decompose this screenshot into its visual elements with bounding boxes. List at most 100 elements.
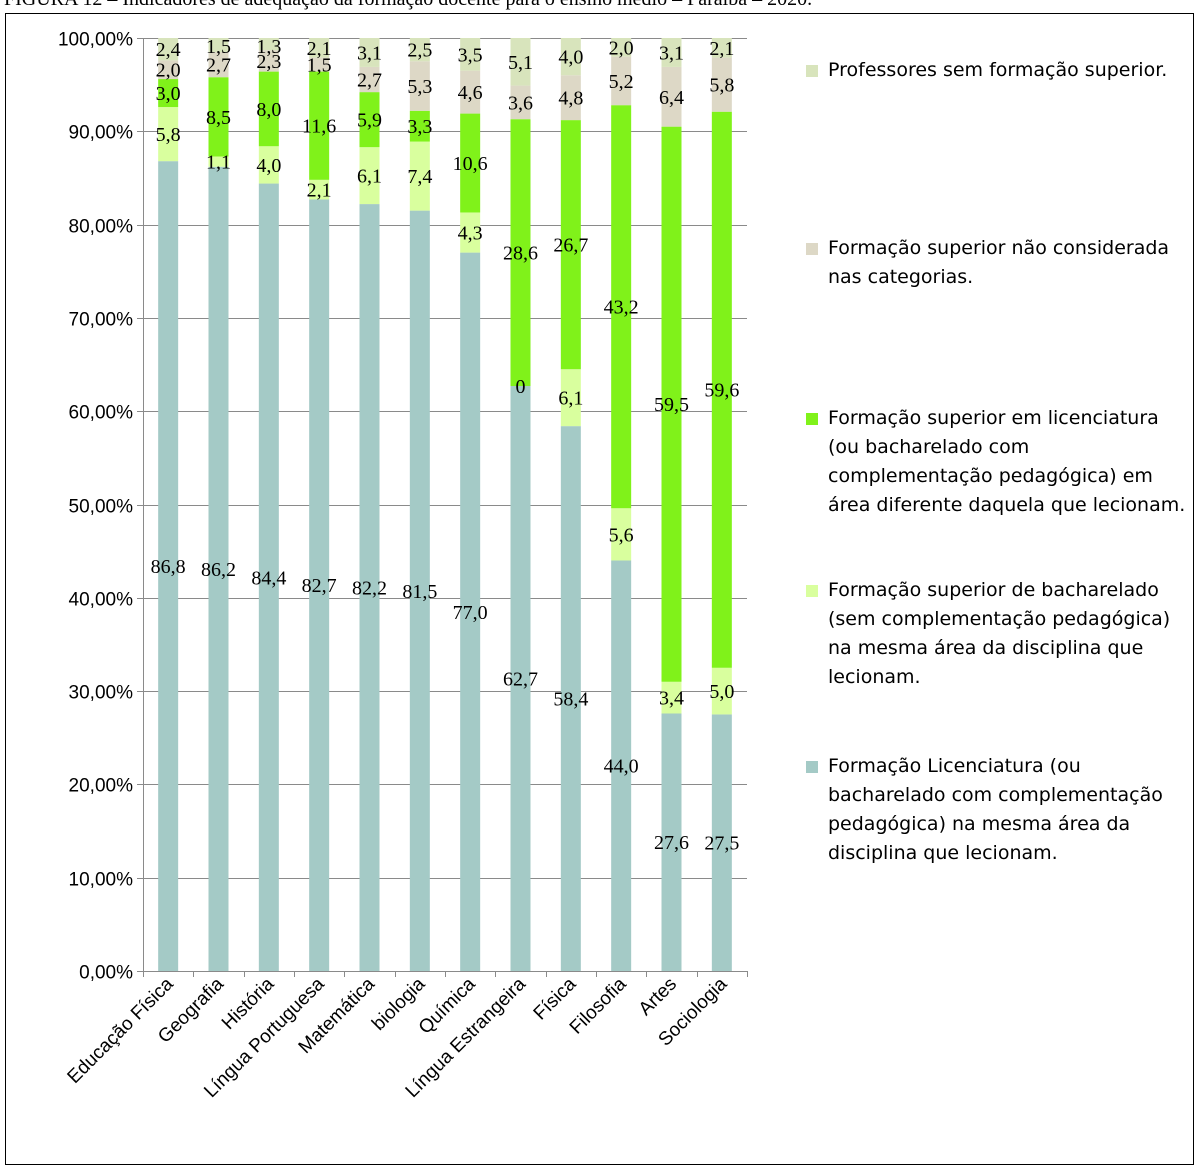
bar-segment — [359, 66, 380, 93]
y-tick-label: 30,00% — [69, 683, 134, 704]
bar-segment — [409, 210, 430, 972]
bar-segment — [309, 71, 330, 180]
y-tick-label: 60,00% — [69, 403, 134, 424]
bar-segment — [560, 426, 581, 971]
data-label: 3,6 — [508, 92, 533, 114]
legend-swatch — [806, 585, 818, 597]
bar-segment — [258, 71, 279, 147]
bar-segment — [158, 107, 179, 162]
bar-segment — [409, 61, 430, 111]
bar-segment — [208, 166, 229, 971]
data-label: 3,5 — [458, 44, 483, 66]
y-tick-label: 20,00% — [69, 776, 134, 797]
bar-segment — [258, 38, 279, 51]
bar-segment — [510, 119, 531, 387]
data-label: 62,7 — [503, 669, 538, 691]
data-label: 58,4 — [553, 689, 588, 711]
bar-segment — [711, 667, 732, 715]
data-label: 6,1 — [357, 166, 382, 188]
bar-segment — [309, 199, 330, 971]
data-label: 1,3 — [256, 36, 281, 58]
bar-segment — [359, 38, 380, 67]
data-label: 2,1 — [307, 180, 332, 202]
data-label: 26,7 — [553, 235, 588, 257]
legend-item: Formação superior em licenciatura (ou ba… — [806, 404, 1190, 520]
data-label: 6,1 — [558, 388, 583, 410]
bar-segment — [711, 714, 732, 971]
bar-segment — [460, 212, 481, 253]
bar-segment — [258, 50, 279, 72]
legend-label: Formação Licenciatura (ou bacharelado co… — [828, 755, 1163, 864]
bar-segment — [309, 57, 330, 72]
data-label: 77,0 — [453, 602, 488, 624]
data-label: 4,0 — [558, 47, 583, 69]
data-label: 7,4 — [407, 166, 432, 188]
data-label: 5,8 — [709, 75, 734, 97]
legend-item: Formação Licenciatura (ou bacharelado co… — [806, 752, 1190, 868]
data-label: 4,0 — [256, 155, 281, 177]
data-label: 1,5 — [307, 55, 332, 77]
data-label: 5,9 — [357, 110, 382, 132]
bar-segment — [158, 161, 179, 971]
data-label: 59,6 — [704, 380, 739, 402]
bar-segment — [661, 713, 682, 971]
bar-segment — [460, 113, 481, 213]
bar-segment — [661, 38, 682, 67]
legend-item: Formação superior não considerada nas ca… — [806, 234, 1190, 292]
y-tick-label: 50,00% — [69, 497, 134, 518]
data-label: 4,3 — [458, 223, 483, 245]
data-label: 44,0 — [604, 756, 639, 778]
data-label: 82,2 — [352, 578, 387, 600]
legend-label: Formação superior não considerada nas ca… — [828, 237, 1170, 288]
data-label: 2,3 — [256, 51, 281, 73]
bar-segment — [359, 204, 380, 972]
bar-segment — [661, 66, 682, 127]
bar-segment — [460, 252, 481, 972]
bar-segment — [460, 70, 481, 114]
legend-label: Formação superior em licenciatura (ou ba… — [828, 407, 1186, 516]
data-label: 28,6 — [503, 243, 538, 265]
data-label: 1,5 — [206, 36, 231, 58]
bar-segment — [661, 126, 682, 682]
bar-segment — [158, 60, 179, 80]
bar-segment — [611, 508, 632, 561]
bar-segment — [208, 38, 229, 52]
data-label: 3,0 — [156, 83, 181, 105]
legend-swatch — [806, 65, 818, 77]
data-label: 8,5 — [206, 107, 231, 129]
bar-segment — [409, 141, 430, 211]
data-label: 5,1 — [508, 52, 533, 74]
data-label: 86,8 — [151, 556, 186, 578]
data-label: 2,0 — [156, 60, 181, 82]
y-tick-label: 10,00% — [69, 870, 134, 891]
bar-segment — [309, 38, 330, 58]
bar-segment — [258, 183, 279, 972]
bar-segment — [560, 38, 581, 76]
y-tick-label: 0,00% — [79, 963, 133, 984]
data-label: 10,6 — [453, 153, 488, 175]
y-tick-label: 100,00% — [58, 30, 133, 51]
data-label: 2,0 — [609, 37, 634, 59]
y-tick-label: 40,00% — [69, 590, 134, 611]
x-tick-label: Filosofia — [566, 973, 631, 1038]
axes — [137, 38, 748, 977]
bar-segment — [711, 111, 732, 668]
y-axis-tick-labels: 0,00% 10,00% 20,00% 30,00% 40,00% 50,00% 60,00… — [58, 30, 133, 984]
x-tick-label: Artes — [635, 974, 681, 1020]
bar-segment — [258, 146, 279, 184]
chart-frame — [5, 13, 1194, 1165]
data-label: 2,7 — [357, 70, 382, 92]
bar-segment — [158, 79, 179, 108]
data-label: 5,2 — [609, 71, 634, 93]
bar-segment — [611, 560, 632, 971]
data-label: 27,6 — [654, 832, 689, 854]
data-label: 5,8 — [156, 124, 181, 146]
data-label: 2,1 — [307, 38, 332, 60]
bar-segment — [661, 681, 682, 714]
bar-segment — [611, 38, 632, 57]
y-tick-label: 70,00% — [69, 310, 134, 331]
bar-segment — [510, 386, 531, 971]
bar-segment — [711, 38, 732, 58]
bar-segment — [309, 179, 330, 200]
gridlines — [143, 38, 747, 879]
